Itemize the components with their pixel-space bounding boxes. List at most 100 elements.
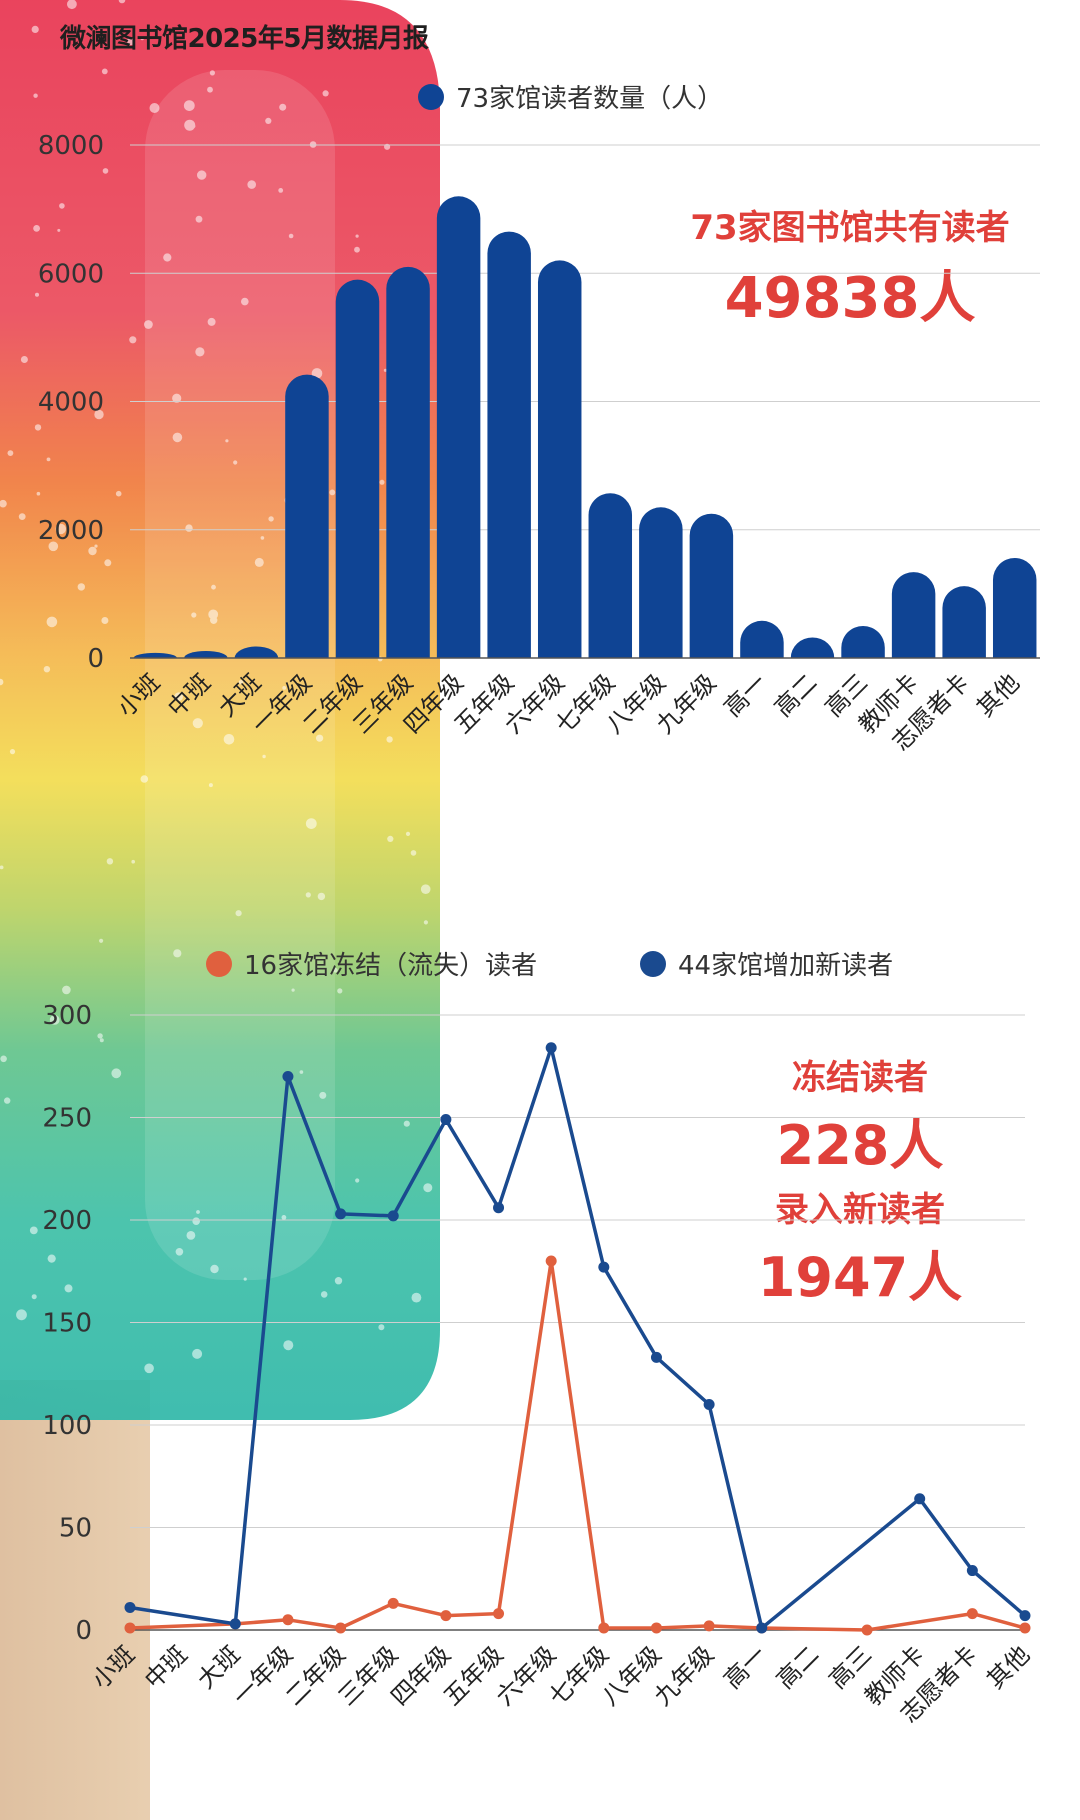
water-drop [355, 234, 359, 238]
frozen-readers-point-四年级 [440, 1610, 452, 1622]
water-drop [33, 225, 40, 232]
water-drop [333, 968, 338, 973]
new-readers-value: 1947人 [757, 1246, 963, 1309]
frozen-legend-swatch [206, 950, 232, 977]
bar-y-tick-label: 4000 [38, 388, 104, 418]
frozen-legend: 16家馆冻结（流失）读者 [206, 945, 537, 982]
bar-高一 [740, 620, 784, 658]
water-drop [18, 513, 26, 520]
frozen-readers-point-三年级 [387, 1597, 399, 1609]
water-drop [299, 1070, 304, 1074]
water-drop [184, 119, 196, 131]
water-drop [0, 1055, 7, 1063]
bar-legend-swatch [418, 83, 444, 110]
water-drop [405, 831, 411, 837]
line-x-tick-label: 小班 [87, 1640, 141, 1694]
bar-小班 [133, 652, 178, 658]
water-drop [49, 1015, 60, 1025]
frozen-readers-point-六年级 [545, 1255, 557, 1267]
frozen-readers-point-志愿者卡 [966, 1608, 978, 1620]
water-drop [195, 215, 203, 223]
water-drop [423, 1183, 433, 1193]
bar-y-tick-label: 0 [87, 644, 104, 674]
water-drop [386, 736, 393, 743]
total-readers-callout: 73家图书馆共有读者 49838人 [640, 200, 1060, 334]
water-drop [210, 1264, 219, 1274]
water-drop [322, 90, 329, 97]
water-drop [94, 409, 104, 420]
water-drop [291, 988, 295, 992]
water-drop [207, 86, 213, 93]
water-drop [106, 858, 114, 865]
water-drop [207, 317, 216, 326]
water-drop [118, 0, 126, 4]
water-drop [55, 523, 66, 535]
water-drop [383, 368, 387, 372]
water-drop [260, 536, 265, 540]
frozen-readers-point-其他 [1019, 1622, 1031, 1634]
water-drop [163, 253, 172, 262]
bar-七年级 [588, 493, 633, 658]
water-drop [254, 557, 264, 567]
water-drop [88, 546, 97, 556]
bar-教师卡 [891, 572, 936, 658]
water-drop [115, 490, 122, 497]
bar-legend: 73家馆读者数量（人） [418, 78, 723, 115]
water-drop [210, 616, 218, 624]
water-drop [403, 1120, 410, 1127]
new-readers-point-志愿者卡 [966, 1565, 978, 1577]
popsicle-stick [0, 1380, 150, 1820]
new-readers-point-二年级 [335, 1208, 347, 1220]
bar-x-tick-label: 中班 [162, 668, 216, 722]
water-drop [20, 356, 28, 363]
water-drop [238, 680, 244, 685]
water-drop [46, 457, 51, 462]
bar-x-tick-label: 高一 [718, 668, 772, 722]
water-drop [355, 1178, 360, 1183]
water-drop [192, 718, 203, 729]
water-drop [144, 320, 153, 329]
line-x-tick-label: 高二 [771, 1640, 825, 1694]
water-drop [197, 170, 207, 180]
total-readers-label: 73家图书馆共有读者 [690, 208, 1010, 248]
frozen-readers-point-九年级 [703, 1620, 715, 1632]
water-drop [144, 1363, 154, 1374]
line-y-tick-label: 300 [42, 1001, 92, 1031]
water-drop [31, 1294, 37, 1300]
line-x-tick-label: 八年级 [596, 1640, 667, 1711]
water-drop [101, 617, 109, 624]
water-drop [192, 1348, 203, 1359]
water-drop [319, 1091, 327, 1099]
new-legend: 44家馆增加新读者 [640, 945, 893, 982]
bar-y-tick-label: 8000 [38, 131, 104, 161]
total-readers-value: 49838人 [724, 266, 976, 331]
bar-大班 [234, 646, 279, 658]
water-drop [48, 541, 59, 552]
new-readers-point-小班 [124, 1601, 136, 1613]
water-drop [131, 859, 135, 864]
water-drop [354, 246, 360, 253]
new-readers-point-四年级 [440, 1114, 452, 1126]
water-drop [420, 884, 431, 894]
new-legend-swatch [640, 950, 666, 977]
frozen-readers-point-二年级 [335, 1622, 347, 1634]
new-readers-point-一年级 [282, 1071, 294, 1082]
water-drop [149, 103, 160, 113]
water-drop [387, 835, 394, 843]
water-drop [337, 988, 343, 994]
water-drop [62, 985, 71, 995]
popsicle-body [0, 0, 440, 1420]
frozen-value: 228人 [776, 1114, 944, 1177]
line-y-tick-label: 250 [42, 1104, 92, 1134]
frozen-label: 冻结读者 [792, 1058, 928, 1098]
water-drop [183, 100, 195, 111]
water-drop [279, 103, 287, 111]
frozen-legend-label: 16家馆冻结（流失）读者 [244, 951, 538, 981]
new-readers-point-三年级 [387, 1210, 399, 1222]
water-drop [0, 499, 7, 508]
water-drop [316, 734, 324, 742]
bar-x-tick-label: 小班 [112, 668, 166, 722]
water-drop [247, 180, 256, 189]
change-callout: 冻结读者 228人 录入新读者 1947人 [680, 1050, 1040, 1312]
bar-志愿者卡 [942, 586, 986, 658]
